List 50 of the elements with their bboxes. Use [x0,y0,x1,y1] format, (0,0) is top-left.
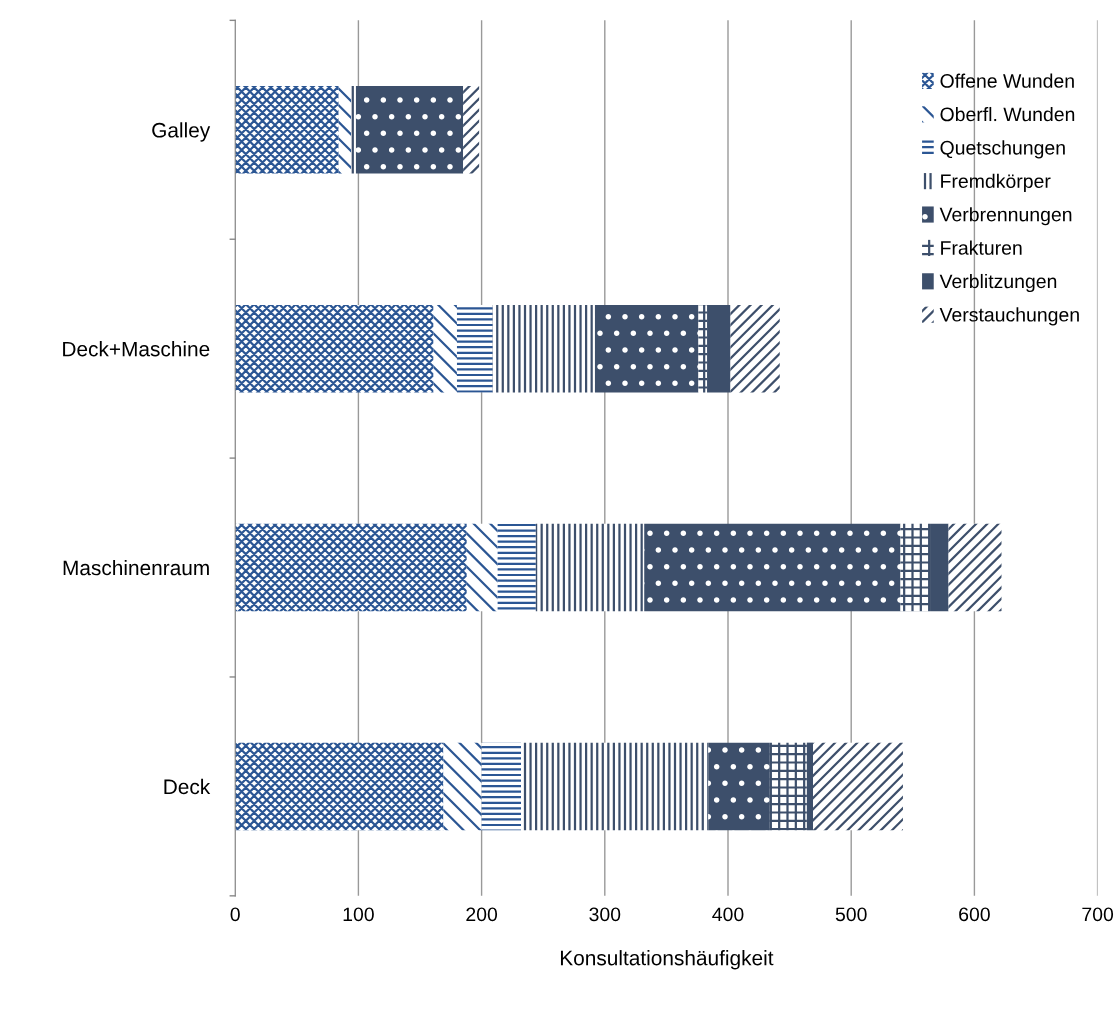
y-tick-label: Deck+Maschine [63,341,210,357]
bar [707,304,731,393]
bar [948,523,1002,612]
bar [708,742,770,831]
x-tick-label: 600 [959,907,990,922]
bar [235,523,467,612]
bar [466,523,498,612]
bar [698,304,708,393]
bar [730,304,780,393]
bar [351,86,356,174]
bar [443,742,482,831]
bar [433,304,457,393]
x-tick-label: 400 [712,907,744,922]
x-tick-label: 200 [466,907,498,922]
bar [463,86,480,174]
bar [497,523,536,612]
bar [355,86,464,174]
bar [930,523,949,612]
bar [338,86,352,174]
bar [235,742,444,831]
bar [535,523,645,612]
legend-label: Offene Wunden [940,73,1074,88]
legend-label: Quetschungen [940,140,1065,159]
bar [456,304,493,393]
legend-label: Verbrennungen [939,207,1072,226]
bar [235,304,434,393]
legend-label: Oberfl. Wunden [940,106,1075,122]
x-tick-label: 0 [230,907,240,922]
y-tick-label: Deck [164,778,211,795]
legend-label: Fremdkörper [941,173,1051,192]
x-tick-label: 700 [1082,907,1114,922]
bar [644,523,901,612]
bar [235,86,339,174]
bar [481,742,522,831]
legend-label: Verstauchungen [939,307,1079,326]
bar [769,742,807,831]
y-tick-label: Galley [152,122,211,142]
x-axis-title: Konsultationshäufigkeit [560,950,774,970]
x-tick-label: 300 [589,907,621,922]
bar [813,742,903,831]
bar [594,304,699,393]
y-tick-label: Maschinenraum [63,559,209,576]
bar [806,742,814,831]
legend-label: Frakturen [941,240,1022,255]
legend-label: Verblitzungen [939,273,1057,293]
x-tick-label: 500 [835,907,867,922]
x-tick-label: 100 [343,907,374,922]
bar [900,523,931,612]
bar [521,742,709,831]
bar [492,304,595,393]
